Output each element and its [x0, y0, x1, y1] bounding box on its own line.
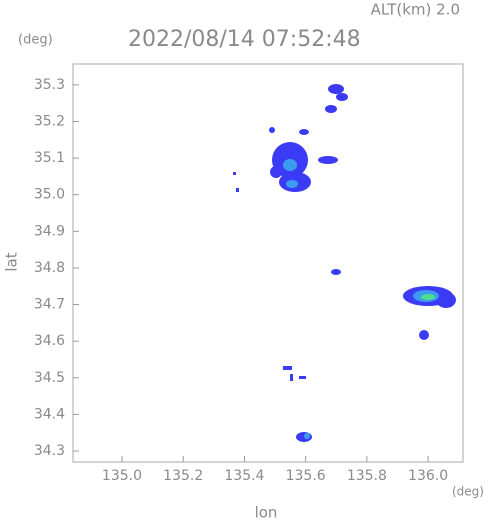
y-unit: (deg)	[18, 33, 53, 48]
echo	[421, 294, 435, 300]
x-unit: (deg)	[452, 485, 484, 499]
echo	[236, 188, 239, 192]
x-label: lon	[255, 504, 278, 521]
y-tick-label: 34.3	[34, 443, 65, 459]
echo	[436, 292, 456, 308]
echo	[299, 129, 309, 135]
echo	[233, 172, 236, 175]
y-tick-label: 34.8	[34, 260, 65, 276]
echo	[336, 93, 348, 101]
y-tick-label: 34.7	[34, 297, 65, 313]
echo	[269, 127, 275, 133]
y-tick-label: 34.9	[34, 223, 65, 239]
x-tick-label: 135.6	[286, 468, 326, 484]
echo	[318, 156, 338, 164]
echo	[286, 180, 298, 188]
echo	[304, 433, 310, 439]
y-tick-label: 34.5	[34, 370, 65, 386]
echo	[283, 159, 297, 171]
echo	[270, 166, 282, 178]
chart-title: 2022/08/14 07:52:48	[128, 27, 361, 52]
echo	[331, 269, 341, 275]
y-tick-label: 35.2	[34, 113, 65, 129]
plot-frame	[72, 63, 464, 463]
y-tick-label: 35.1	[34, 150, 65, 166]
y-tick-label: 35.3	[34, 77, 65, 93]
subtitle: ALT(km) 2.0	[371, 1, 460, 19]
y-label: lat	[3, 252, 21, 271]
x-tick-label: 135.2	[163, 468, 203, 484]
echo	[325, 105, 337, 113]
x-tick-label: 135.4	[224, 468, 264, 484]
x-tick-label: 135.0	[102, 468, 142, 484]
echo	[290, 374, 293, 381]
x-tick-label: 135.8	[347, 468, 387, 484]
y-tick-label: 34.6	[34, 333, 65, 349]
echoes	[233, 84, 456, 442]
y-tick-label: 35.0	[34, 187, 65, 203]
echo	[419, 330, 429, 340]
x-tick-label: 136.0	[408, 468, 448, 484]
echo	[299, 376, 306, 379]
y-tick-label: 34.4	[34, 406, 65, 422]
echo	[283, 366, 292, 370]
echo	[328, 84, 344, 94]
